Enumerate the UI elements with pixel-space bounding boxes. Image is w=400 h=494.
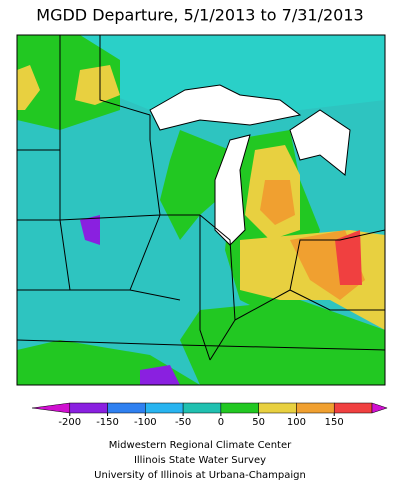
lake: [289, 109, 351, 176]
colorbar-segment: [145, 402, 184, 414]
region: [17, 35, 120, 130]
colorbar-label: 50: [252, 417, 265, 428]
region: [17, 65, 40, 110]
colorbar-segment: [333, 402, 373, 414]
colorbar-segment: [371, 402, 388, 414]
title: MGDD Departure, 5/1/2013 to 7/31/2013: [36, 6, 363, 25]
colorbar-label: 100: [287, 417, 306, 428]
colorbar-label: -100: [134, 417, 157, 428]
colorbar-segment: [220, 402, 259, 414]
colorbar-segment: [182, 402, 222, 414]
colorbar-label: 150: [325, 417, 344, 428]
region: [260, 180, 295, 225]
lake: [214, 134, 251, 246]
region: [180, 300, 385, 385]
colorbar-segment: [69, 402, 108, 414]
colorbar-segment: [296, 402, 335, 414]
credit: Midwestern Regional Climate Center: [109, 440, 292, 451]
colorbar-label: -200: [58, 417, 81, 428]
credit: Illinois State Water Survey: [134, 455, 266, 466]
colorbar-segment: [31, 402, 71, 414]
colorbar-segment: [107, 402, 146, 414]
region: [80, 215, 100, 245]
region: [75, 65, 120, 105]
colorbar-label: -50: [175, 417, 191, 428]
colorbar-label: 0: [218, 417, 224, 428]
colorbar: -200 -150 -100 -50 0 50 100 150: [31, 402, 388, 428]
credit: University of Illinois at Urbana-Champai…: [94, 470, 306, 481]
colorbar-label: -150: [96, 417, 119, 428]
lake: [149, 84, 302, 131]
colorbar-segment: [258, 402, 297, 414]
region: [140, 365, 180, 385]
state-lines: [16, 35, 386, 361]
region: [160, 130, 240, 240]
map: [16, 34, 386, 386]
map-frame: [16, 34, 386, 386]
region: [335, 230, 362, 285]
